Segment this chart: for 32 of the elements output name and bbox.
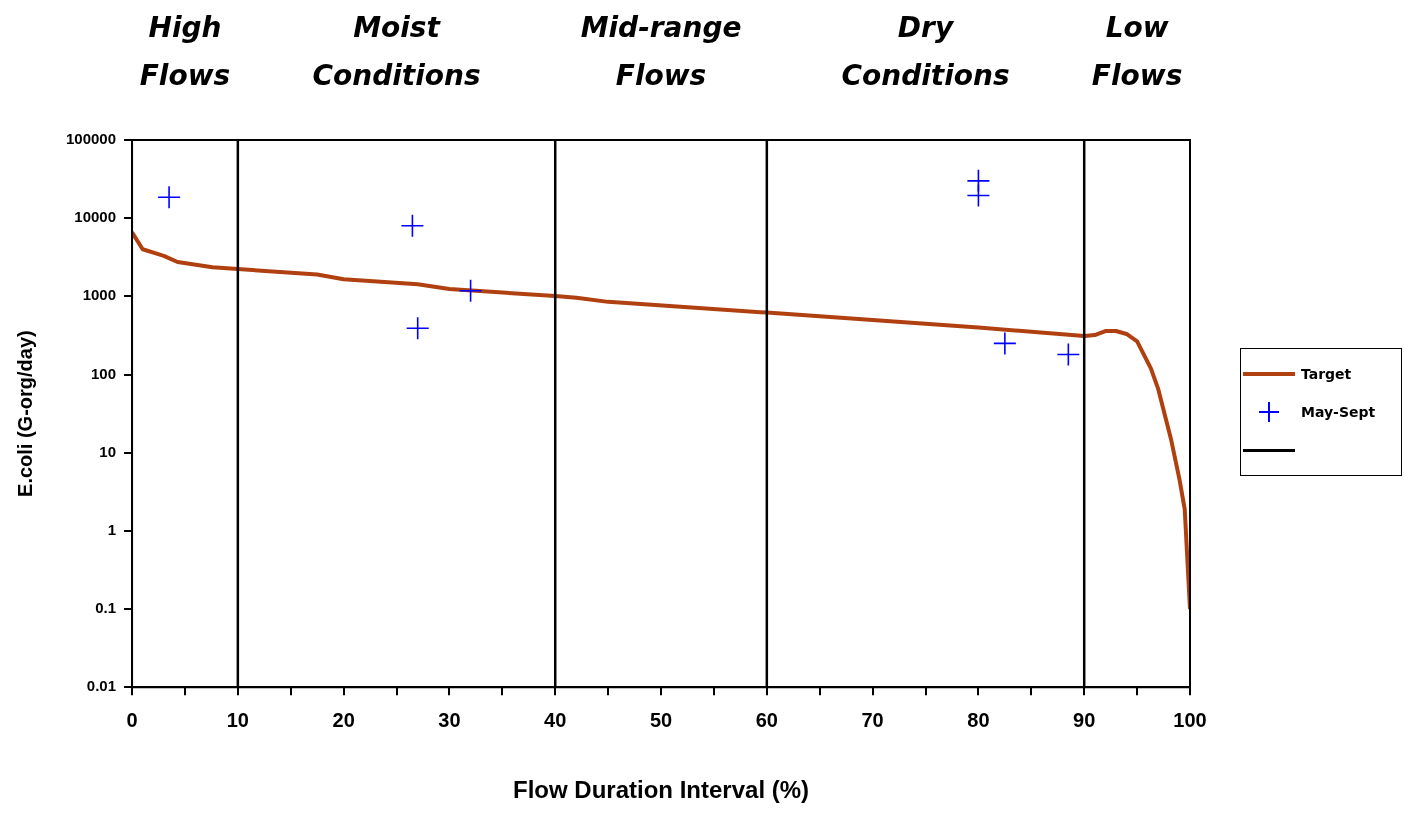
- y-tick-label: 10: [99, 442, 117, 460]
- x-tick-label: 10: [226, 708, 249, 731]
- point: [459, 279, 482, 302]
- point: [158, 186, 181, 209]
- x-axis-title: Flow Duration Interval (%): [513, 776, 810, 804]
- x-tick-label: 90: [1073, 708, 1096, 731]
- y-tick-label: 100000: [65, 130, 117, 148]
- x-tick-label: 40: [544, 708, 567, 731]
- x-tick-label: 20: [332, 708, 355, 731]
- y-tick-label: 0.1: [95, 599, 117, 617]
- x-tick-label: 50: [649, 708, 673, 731]
- legend-label: Target: [1301, 366, 1352, 382]
- x-tick-label: 0: [126, 708, 138, 731]
- x-tick-label: 70: [861, 708, 884, 731]
- y-axis-title: E.coli (G-org/day): [13, 330, 36, 497]
- point: [993, 332, 1016, 355]
- x-tick-label: 60: [755, 708, 778, 731]
- y-tick-label: 0.01: [86, 677, 117, 695]
- x-tick-label: 80: [967, 708, 990, 731]
- text: Dry Conditions: [841, 11, 1010, 93]
- text: Moist Conditions: [312, 11, 481, 93]
- y-tick-label: 1: [107, 521, 117, 538]
- y-tick-label: 10000: [74, 208, 117, 226]
- text: Mid-range Flows: [580, 11, 742, 93]
- point: [401, 214, 424, 237]
- x-tick-label: 30: [438, 708, 461, 731]
- text: High Flows: [139, 11, 231, 93]
- legend-label: May-Sept: [1301, 404, 1376, 420]
- y-tick-label: 1000: [82, 286, 117, 304]
- x-tick-label: 100: [1173, 708, 1207, 731]
- y-tick-label: 100: [91, 364, 117, 382]
- text: Low Flows: [1091, 11, 1183, 93]
